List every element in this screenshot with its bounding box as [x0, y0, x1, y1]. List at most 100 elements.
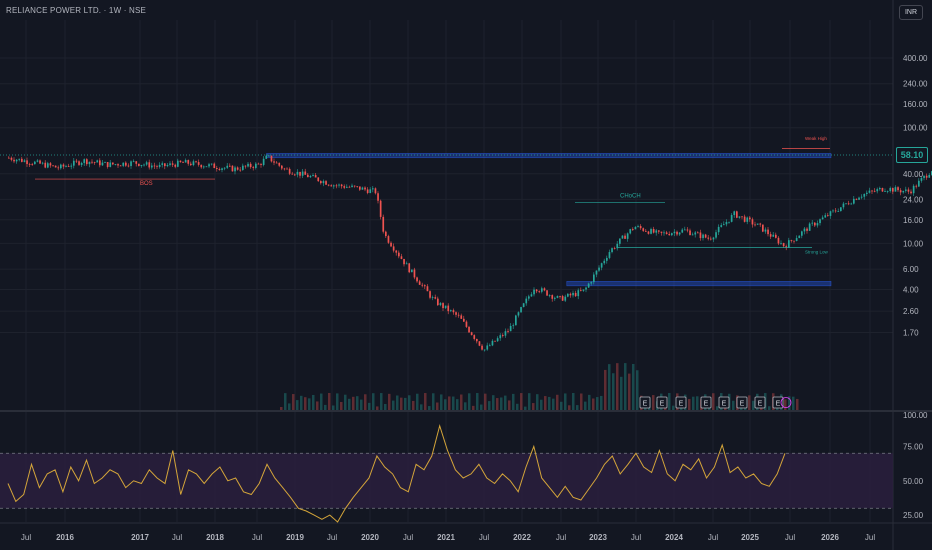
volume-bar	[612, 373, 615, 410]
candle-body	[749, 217, 751, 220]
candle-body	[629, 229, 632, 234]
earnings-box	[675, 396, 687, 409]
candle-body	[200, 164, 203, 168]
candle-body	[782, 243, 785, 247]
candle-body	[624, 235, 626, 239]
candle-body	[26, 160, 28, 165]
structure-label: BOS	[140, 181, 153, 187]
candle-body	[31, 164, 34, 165]
candle-body	[702, 234, 704, 239]
volume-bar	[360, 399, 363, 410]
candle-body	[132, 161, 135, 163]
candle-body	[811, 222, 814, 224]
volume-bar	[508, 400, 511, 410]
structure-label: Strong Low	[805, 249, 829, 254]
volume-bar	[464, 402, 467, 410]
volume-bar	[396, 395, 399, 410]
candle-body	[236, 167, 239, 170]
currency-button[interactable]: INR	[899, 5, 923, 20]
candle-body	[340, 184, 343, 187]
candle-body	[788, 240, 790, 248]
volume-bar	[320, 393, 323, 410]
candle-body	[543, 288, 546, 291]
candle-body	[827, 215, 829, 217]
earnings-marker[interactable]: E	[700, 396, 712, 409]
candle-body	[476, 338, 478, 342]
candle-body	[99, 160, 101, 166]
earnings-marker[interactable]: E	[675, 396, 687, 409]
candle-body	[119, 165, 122, 167]
candle-body	[754, 224, 756, 226]
candle-body	[338, 184, 340, 186]
candle-body	[491, 340, 494, 346]
volume-bar	[416, 393, 419, 410]
candle-body	[221, 168, 223, 170]
candle-body	[850, 203, 853, 205]
volume-bar	[428, 406, 431, 410]
candle-body	[707, 237, 710, 239]
volume-bar	[636, 370, 639, 410]
price-tick-label: 100.00	[903, 124, 928, 133]
candle-body	[902, 190, 905, 193]
candle-body	[756, 223, 759, 225]
candle-body	[218, 168, 221, 170]
volume-bar	[600, 395, 603, 410]
earnings-label: E	[704, 401, 709, 408]
earnings-marker[interactable]: E	[656, 396, 668, 409]
candle-body	[473, 335, 476, 339]
candle-body	[301, 171, 304, 176]
candle-body	[278, 162, 281, 166]
candle-body	[645, 230, 647, 232]
volume-bar	[392, 400, 395, 410]
candle-body	[41, 162, 44, 164]
time-tick-label: Jul	[172, 533, 182, 542]
candle-body	[790, 240, 793, 241]
candle-body	[671, 233, 673, 236]
volume-bar	[544, 396, 547, 410]
earnings-box	[754, 396, 766, 409]
earnings-box	[772, 396, 784, 409]
candle-body	[366, 189, 369, 193]
order-block-zone	[566, 281, 832, 287]
candle-body	[174, 164, 177, 167]
volume-bar	[364, 394, 367, 410]
volume-bar	[460, 394, 463, 410]
candle-body	[359, 186, 361, 190]
volume-bar	[316, 401, 319, 410]
earnings-box	[718, 396, 730, 409]
candle-body	[855, 198, 858, 200]
candle-body	[78, 161, 80, 165]
candle-body	[918, 180, 920, 187]
earnings-box	[700, 396, 712, 409]
candle-body	[164, 163, 166, 167]
earnings-marker[interactable]: E	[736, 396, 748, 409]
earnings-label: E	[776, 401, 781, 408]
candle-body	[242, 165, 244, 170]
candle-body	[463, 318, 465, 322]
candle-body	[647, 231, 650, 234]
candle-body	[385, 231, 387, 237]
rsi-band	[0, 453, 893, 509]
candle-body	[881, 187, 884, 192]
earnings-marker[interactable]: E	[639, 396, 651, 409]
candle-body	[593, 274, 595, 283]
candle-body	[606, 257, 608, 261]
earnings-label: E	[722, 401, 727, 408]
earnings-marker[interactable]: E	[718, 396, 730, 409]
candle-body	[717, 226, 720, 233]
volume-bar	[420, 404, 423, 410]
earnings-marker[interactable]: E	[772, 396, 784, 409]
candle-body	[611, 248, 613, 253]
candle-body	[67, 166, 70, 167]
candle-body	[663, 232, 665, 234]
candle-body	[379, 200, 382, 217]
rsi-line	[7, 423, 786, 523]
candle-body	[824, 215, 827, 218]
candle-body	[525, 298, 528, 304]
candle-body	[621, 235, 624, 239]
volume-bar	[592, 398, 595, 410]
earnings-marker[interactable]: E	[754, 396, 766, 409]
candle-body	[309, 176, 312, 178]
candle-body	[127, 165, 130, 167]
